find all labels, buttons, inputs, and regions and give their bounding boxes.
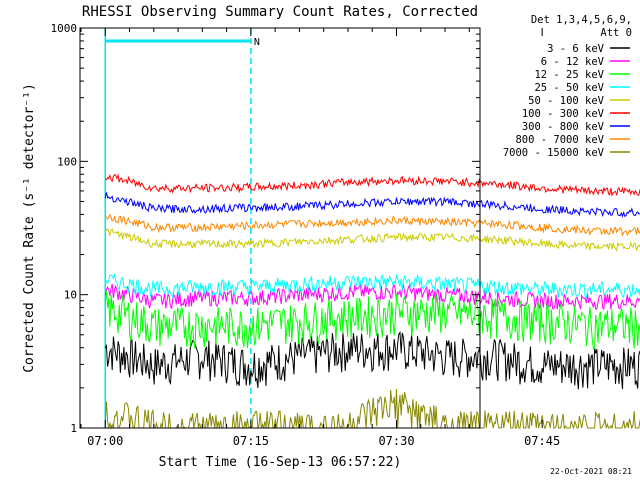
- legend-label: 6 - 12 keV: [541, 56, 605, 68]
- series-line: [105, 173, 640, 197]
- y-axis: 1 10 100 1000: [51, 22, 480, 435]
- legend-header: Att 0: [600, 27, 632, 39]
- x-tick-label: 07:15: [233, 434, 269, 448]
- series-line: [104, 283, 640, 311]
- series-line: [104, 331, 640, 390]
- series-line: [104, 388, 640, 430]
- footer-timestamp: 22-Oct-2021 08:21: [550, 467, 632, 476]
- y-tick-label: 10: [64, 289, 77, 302]
- series-line: [104, 273, 640, 299]
- series-3-6-kev: [104, 331, 640, 390]
- series-800-7000-kev: [104, 213, 640, 237]
- x-tick-label: 07:45: [524, 434, 560, 448]
- x-axis-label: Start Time (16-Sep-13 06:57:22): [159, 455, 402, 470]
- legend-label: 12 - 25 keV: [534, 69, 604, 81]
- legend-label: 300 - 800 keV: [522, 121, 605, 133]
- series-12-25-kev: [104, 290, 640, 350]
- chart-title: RHESSI Observing Summary Count Rates, Co…: [82, 4, 478, 20]
- series-25-50-kev: [104, 273, 640, 299]
- attenuator-label: N: [254, 37, 260, 48]
- legend-label: 800 - 7000 keV: [515, 134, 604, 146]
- series-300-800-kev: [104, 192, 640, 218]
- y-axis-label: Corrected Count Rate (s⁻¹ detector⁻¹): [22, 83, 37, 373]
- series-line: [104, 290, 640, 350]
- y-tick-label: 1000: [51, 22, 78, 35]
- y-tick-label: 100: [57, 155, 77, 168]
- series-7000-15000-kev: [104, 388, 640, 430]
- series-line: [104, 228, 640, 252]
- legend-label: 25 - 50 keV: [534, 82, 604, 94]
- series-layer: [104, 173, 640, 430]
- series-line: [104, 213, 640, 237]
- x-tick-label: 07:00: [87, 434, 123, 448]
- plot-frame: [79, 27, 481, 429]
- series-50-100-kev: [104, 228, 640, 252]
- legend-label: 7000 - 15000 keV: [503, 147, 605, 159]
- series-100-300-kev: [105, 173, 640, 197]
- x-tick-label: 07:30: [378, 434, 414, 448]
- y-tick-label: 1: [70, 422, 77, 435]
- series-line: [104, 192, 640, 218]
- legend-label: 50 - 100 keV: [528, 95, 605, 107]
- legend-header: Det 1,3,4,5,6,9,: [531, 14, 632, 26]
- legend-label: 3 - 6 keV: [547, 43, 605, 55]
- legend-label: 100 - 300 keV: [522, 108, 605, 120]
- series-6-12-kev: [104, 283, 640, 311]
